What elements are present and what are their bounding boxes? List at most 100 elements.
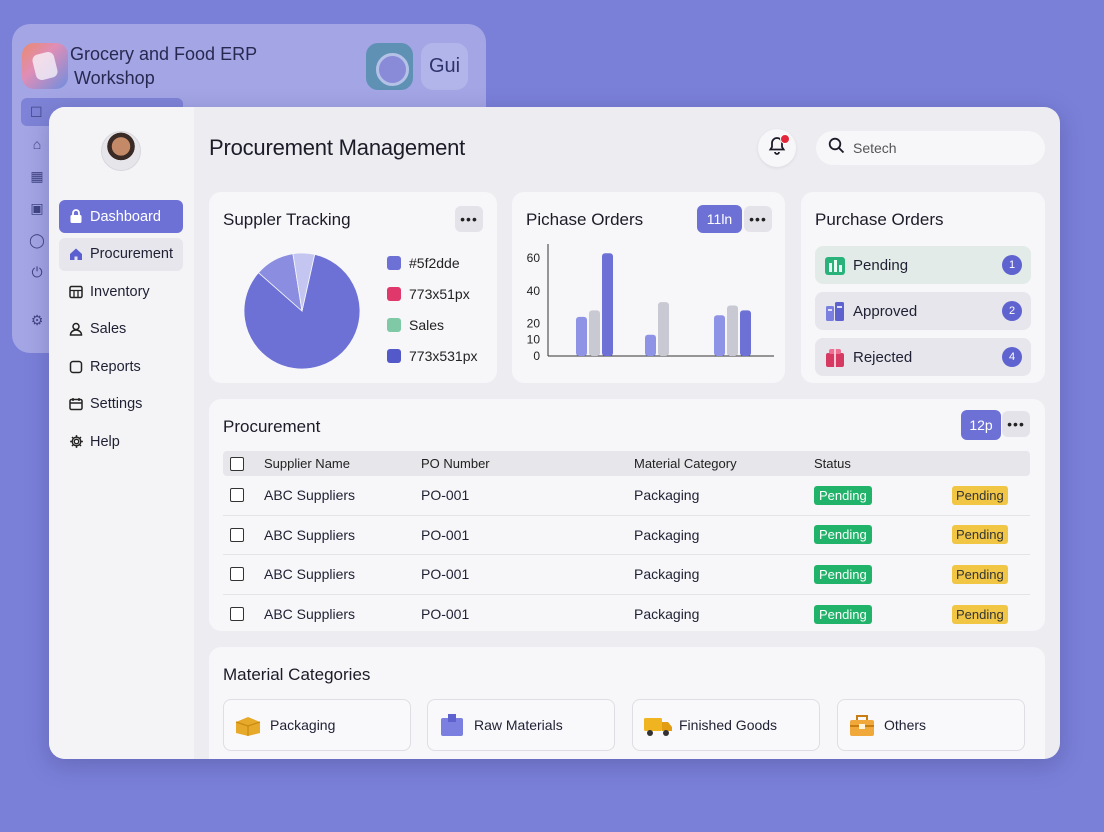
column-header[interactable]: Supplier Name (264, 456, 350, 471)
checkbox-cell (223, 607, 264, 622)
bar (727, 305, 738, 356)
select-all-checkbox[interactable] (230, 456, 244, 471)
avatar[interactable] (101, 131, 141, 171)
home-icon (68, 246, 84, 262)
sidebar-item-settings[interactable]: Settings (59, 388, 183, 421)
sidebar-item-reports[interactable]: Reports (59, 350, 183, 383)
status-badge: Pending (814, 564, 872, 584)
status-badge: Pending (952, 564, 1008, 584)
category-label: Finished Goods (679, 717, 778, 733)
bar (714, 315, 725, 356)
column-header[interactable]: Status (814, 456, 851, 471)
category-tile-raw-materials[interactable]: Raw Materials (427, 699, 615, 751)
category-tile-finished-goods[interactable]: Finished Goods (632, 699, 820, 751)
material-categories-card: Material Categories Packaging Raw Materi… (209, 647, 1045, 759)
row-checkbox[interactable] (230, 527, 244, 542)
building-icon (824, 300, 846, 322)
table-row[interactable]: ABC Suppliers PO-001 Packaging Pending P… (223, 476, 1030, 516)
legend-label: 773x51px (409, 285, 470, 302)
more-options-button[interactable]: ••• (1002, 411, 1030, 437)
search-bar[interactable] (816, 131, 1045, 165)
legend-swatch (387, 255, 401, 270)
bar (576, 316, 587, 356)
supplier-cell: ABC Suppliers (264, 487, 356, 504)
app-title: Grocery and Food ERP Workshop (70, 42, 290, 90)
sidebar-item-sales[interactable]: Sales (59, 313, 183, 346)
bar (658, 302, 669, 356)
notification-button[interactable] (758, 129, 796, 167)
table-row[interactable]: ABC Suppliers PO-001 Packaging Pending P… (223, 595, 1030, 635)
user-icon (68, 321, 84, 337)
header-checkbox-cell (223, 456, 264, 471)
sidebar: Dashboard Procurement Inventory Sales (49, 107, 194, 759)
status-badge: Pending (952, 525, 1008, 545)
gear-icon[interactable]: ⚙ (30, 311, 44, 328)
more-options-button[interactable]: ••• (744, 206, 772, 232)
category-label: Raw Materials (474, 717, 563, 733)
checkbox-cell (223, 488, 264, 503)
supplier-cell: ABC Suppliers (264, 566, 356, 583)
status-cell: Pending (814, 564, 952, 584)
category-cell: Packaging (634, 566, 700, 583)
truck-icon (643, 713, 672, 737)
notification-dot (780, 134, 790, 144)
purchase-orders-title: Purchase Orders (815, 210, 944, 229)
status-cell: Pending (814, 604, 952, 624)
status-row-pending[interactable]: Pending 1 (815, 246, 1031, 284)
box-icon (234, 713, 262, 737)
status-badge: Pending (952, 485, 1008, 505)
table-row[interactable]: ABC Suppliers PO-001 Packaging Pending P… (223, 555, 1030, 595)
po-cell: PO-001 (421, 487, 470, 504)
sidebar-item-dashboard[interactable]: Dashboard (59, 200, 183, 233)
pichase-orders-title: Pichase Orders (526, 210, 644, 229)
status-cell: Pending (952, 525, 1030, 545)
count-badge: 4 (1002, 347, 1022, 367)
folder-icon[interactable]: ▣ (30, 199, 44, 216)
search-input[interactable] (853, 140, 1033, 156)
pie-slice (243, 253, 361, 370)
profile-icon[interactable] (366, 43, 413, 90)
row-checkbox[interactable] (230, 607, 244, 622)
category-cell: Packaging (634, 526, 700, 543)
checkbox-cell (223, 527, 264, 542)
column-header[interactable]: Material Category (634, 456, 737, 471)
home-icon[interactable]: ⌂ (32, 136, 42, 152)
sidebar-item-label: Help (90, 433, 120, 450)
status-row-rejected[interactable]: Rejected 4 (815, 338, 1031, 376)
status-cell: Pending (952, 604, 1030, 624)
table-icon[interactable]: ▦ (30, 167, 44, 184)
legend-item: Sales (387, 309, 478, 340)
table-row[interactable]: ABC Suppliers PO-001 Packaging Pending P… (223, 516, 1030, 555)
count-badge: 2 (1002, 301, 1022, 321)
sidebar-item-inventory[interactable]: Inventory (59, 275, 183, 308)
calendar-icon (68, 396, 84, 412)
power-icon[interactable]: ⏻ (31, 263, 43, 280)
column-header[interactable]: PO Number (421, 456, 490, 471)
sidebar-item-procurement[interactable]: Procurement (59, 237, 183, 271)
purchase-orders-card: Purchase Orders Pending 1 Approved 2 Rej… (801, 192, 1045, 383)
sidebar-item-label: Settings (90, 396, 143, 412)
procurement-table: Supplier Name PO Number Material Categor… (223, 451, 1030, 634)
po-cell: PO-001 (421, 526, 470, 543)
document-icon (68, 359, 84, 375)
shield-icon[interactable]: ◯ (29, 231, 45, 248)
table-header: Supplier Name PO Number Material Categor… (223, 451, 1030, 476)
supplier-pie-chart (243, 252, 361, 370)
sidebar-item-help[interactable]: Help (59, 425, 183, 458)
category-cell: Packaging (634, 606, 700, 623)
row-checkbox[interactable] (230, 488, 244, 503)
category-tile-others[interactable]: Others (837, 699, 1025, 751)
more-options-button[interactable]: ••• (455, 206, 483, 232)
app-logo (22, 43, 68, 89)
page-size-button[interactable]: 12p (961, 410, 1001, 440)
status-cell: Pending (814, 485, 952, 505)
row-checkbox[interactable] (230, 567, 244, 582)
sidebar-item-label: Dashboard (90, 208, 161, 225)
gui-button[interactable]: Gui (421, 43, 468, 90)
category-cell: Packaging (634, 487, 700, 504)
category-tile-packaging[interactable]: Packaging (223, 699, 411, 751)
status-row-approved[interactable]: Approved 2 (815, 292, 1031, 330)
y-tick-label: 40 (527, 284, 541, 298)
supplier-tracking-title: Suppler Tracking (223, 210, 351, 229)
period-button[interactable]: 11ln (697, 205, 742, 233)
